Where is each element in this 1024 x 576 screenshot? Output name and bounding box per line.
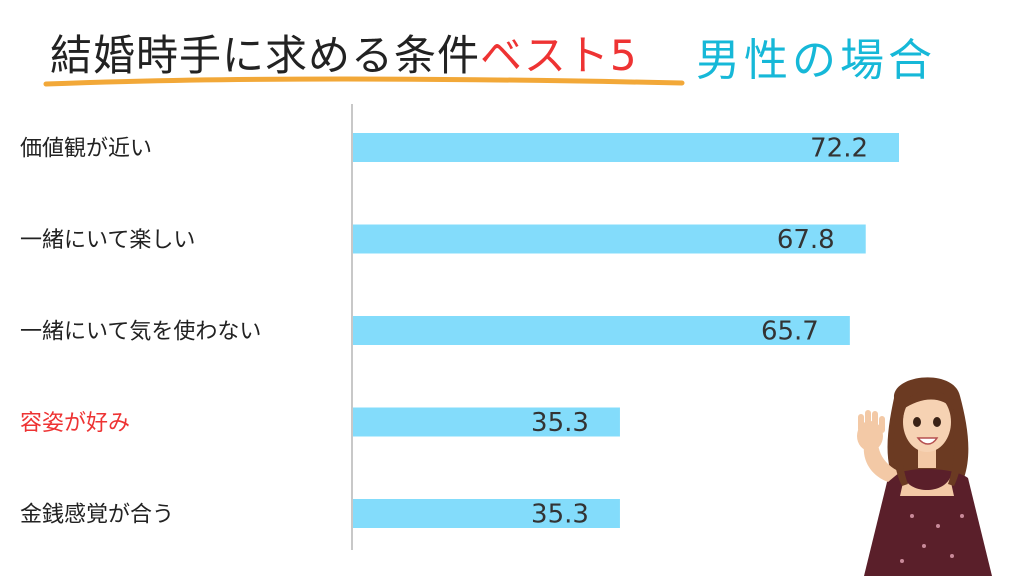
bar xyxy=(353,407,620,437)
bar-value-label: 67.8 xyxy=(777,225,835,255)
bar xyxy=(353,133,899,162)
bar-value-label: 35.3 xyxy=(531,408,589,438)
category-label: 一緒にいて気を使わない xyxy=(20,320,261,345)
title-main: 結婚時手に求める条件 xyxy=(50,31,481,80)
chart-title: 結婚時手に求める条件ベスト5 xyxy=(50,22,638,82)
bar-value-label: 35.3 xyxy=(531,500,589,530)
bar xyxy=(353,316,850,345)
bar-value-label: 72.2 xyxy=(810,134,868,164)
title-underline xyxy=(43,76,685,87)
category-label: 一緒にいて楽しい xyxy=(20,228,195,253)
chart-subtitle: 男性の場合 xyxy=(696,35,936,86)
woman-waving-illustration xyxy=(857,377,992,576)
bar xyxy=(353,499,620,528)
title-accent: ベスト5 xyxy=(480,31,638,80)
category-label: 容姿が好み xyxy=(20,411,130,436)
bar-value-label: 65.7 xyxy=(761,317,819,347)
category-label: 金銭感覚が合う xyxy=(20,503,174,528)
bar xyxy=(353,224,866,254)
category-label: 価値観が近い xyxy=(20,137,152,162)
